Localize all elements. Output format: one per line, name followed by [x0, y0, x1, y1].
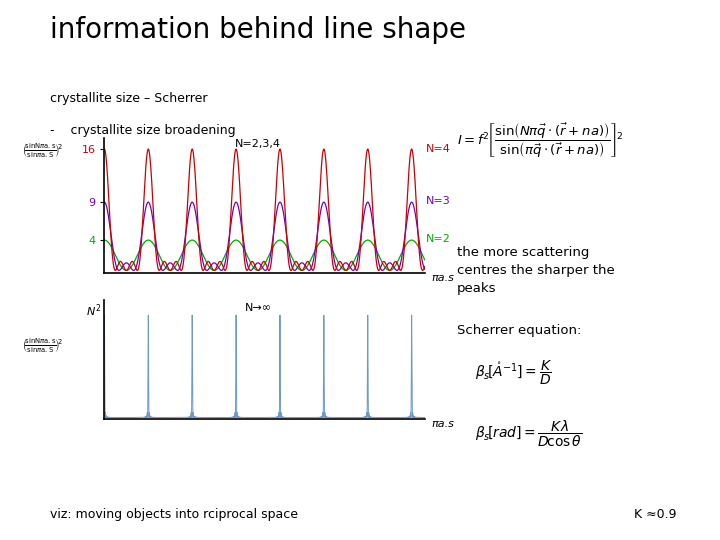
- Text: $\left(\!\frac{\mathsf{sinN}\pi\mathsf{a.s}}{\mathsf{sin}\pi\mathsf{a.S}}\!\righ: $\left(\!\frac{\mathsf{sinN}\pi\mathsf{a…: [22, 336, 63, 355]
- Text: crystallite size – Scherrer: crystallite size – Scherrer: [50, 92, 208, 105]
- Text: N=2: N=2: [426, 234, 451, 244]
- Text: N=4: N=4: [426, 144, 451, 154]
- Text: N=3: N=3: [426, 195, 451, 206]
- Text: $\beta_s\!\left[rad\right] = \dfrac{K\lambda}{D\!\cos\theta}$: $\beta_s\!\left[rad\right] = \dfrac{K\la…: [475, 418, 582, 449]
- Text: N=2,3,4: N=2,3,4: [235, 139, 282, 149]
- Text: N→∞: N→∞: [245, 303, 271, 313]
- Text: -    crystallite size broadening: - crystallite size broadening: [50, 124, 236, 137]
- Text: $\left(\!\frac{\mathsf{sinN}\pi\mathsf{a.s}}{\mathsf{sin}\pi\mathsf{a.S}}\!\righ: $\left(\!\frac{\mathsf{sinN}\pi\mathsf{a…: [22, 142, 63, 160]
- Text: πa.s: πa.s: [432, 273, 454, 284]
- Text: the more scattering
centres the sharper the
peaks: the more scattering centres the sharper …: [457, 246, 615, 295]
- Text: K ≈0.9: K ≈0.9: [634, 508, 677, 521]
- Text: $\beta_s\!\left[\mathring{A}^{-1}\right] = \dfrac{K}{D}$: $\beta_s\!\left[\mathring{A}^{-1}\right]…: [475, 359, 552, 387]
- Text: Scherrer equation:: Scherrer equation:: [457, 324, 582, 337]
- Text: information behind line shape: information behind line shape: [50, 16, 467, 44]
- Text: viz: moving objects into rciprocal space: viz: moving objects into rciprocal space: [50, 508, 298, 521]
- Text: $I = f^2\!\left[\dfrac{\sin\!\left(N\pi\vec{q}\cdot(\vec{r}+na)\right)}{\sin\!\l: $I = f^2\!\left[\dfrac{\sin\!\left(N\pi\…: [457, 122, 624, 160]
- Text: πa.s: πa.s: [432, 419, 454, 429]
- Text: $N^2$: $N^2$: [86, 303, 101, 319]
